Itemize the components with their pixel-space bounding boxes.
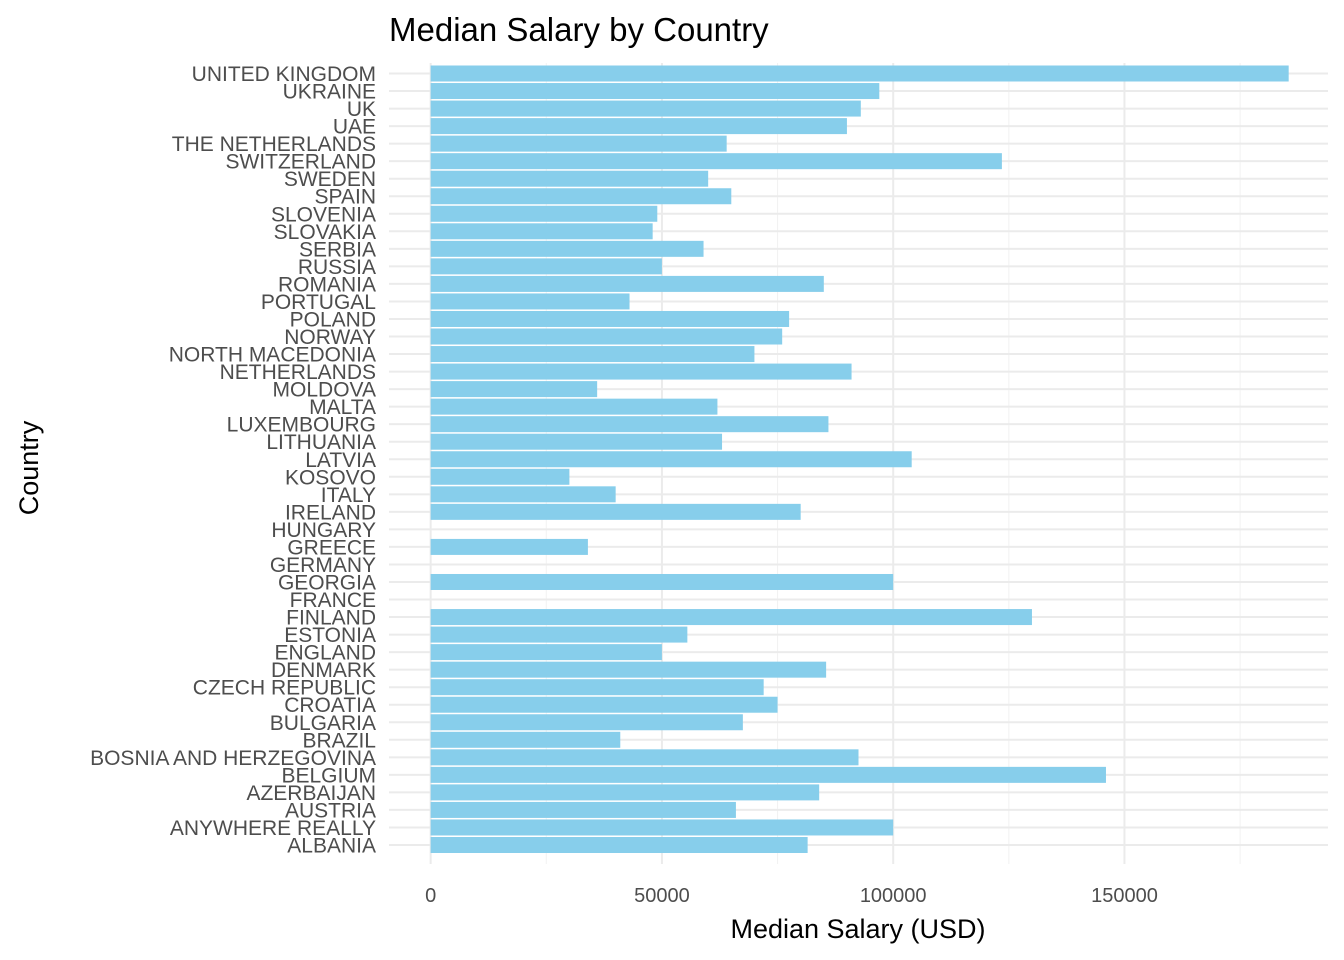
x-tick-label: 50000 [634,885,690,907]
y-tick-label: FRANCE [290,589,376,612]
y-tick-label: ENGLAND [274,642,376,665]
y-tick-label: UKRAINE [283,81,376,104]
y-tick-label: SWEDEN [284,168,376,191]
bar [430,170,709,187]
y-tick-label: LATVIA [305,449,376,472]
y-tick-label: THE NETHERLANDS [172,133,376,156]
y-tick-label: NETHERLANDS [220,361,376,384]
bar [430,451,912,468]
bar [430,240,704,257]
bar [430,346,755,363]
y-tick-label: FINLAND [286,607,376,630]
y-tick-label: BRAZIL [302,729,376,752]
y-tick-label: HUNGARY [271,519,376,542]
y-tick-label: KOSOVO [285,466,376,489]
bar [430,503,801,520]
bar [430,486,616,503]
y-tick-label: POLAND [290,308,376,331]
bar [430,135,727,152]
y-tick-label: RUSSIA [298,256,376,279]
bar [430,328,783,345]
y-tick-label: IRELAND [285,501,376,524]
y-tick-label: ITALY [321,484,376,507]
bar [430,188,732,205]
x-axis-title: Median Salary (USD) [730,914,985,944]
y-tick-label: GERMANY [270,554,376,577]
y-tick-label: LITHUANIA [266,431,376,454]
y-tick-label: PORTUGAL [261,291,376,314]
x-tick-labels: 0 50000 100000 150000 [425,885,1158,907]
bar [430,310,790,327]
bar [430,65,1289,82]
y-tick-label: UAE [333,116,376,139]
bar [430,433,723,450]
y-tick-label: UK [347,98,376,121]
y-tick-label: NORWAY [284,326,376,349]
bar [430,153,1002,170]
y-tick-label: AZERBAIJAN [246,782,376,805]
bar [430,258,662,275]
bar [430,749,859,766]
y-tick-label: MALTA [309,396,376,419]
x-tick-label: 150000 [1091,885,1158,907]
bar [430,398,718,415]
bar [430,118,847,135]
bar [430,275,824,292]
y-tick-label: NORTH MACEDONIA [169,344,376,367]
y-tick-label: UNITED KINGDOM [192,63,376,86]
y-tick-label: CZECH REPUBLIC [193,677,376,700]
bar [430,679,764,696]
y-tick-label: ALBANIA [287,835,376,858]
y-tick-label: ROMANIA [278,273,376,296]
y-tick-label: SERBIA [299,238,376,261]
bar [430,83,880,100]
y-tick-label: GREECE [287,536,376,559]
bar [430,644,662,661]
bar [430,381,598,398]
bar [430,626,688,643]
y-axis-title: Country [14,420,44,515]
bar [430,784,820,801]
y-tick-label: ANYWHERE REALLY [170,817,376,840]
bar [430,538,588,555]
y-tick-label: SPAIN [315,186,376,209]
y-tick-label: SLOVAKIA [274,221,376,244]
y-tick-label: CROATIA [284,694,376,717]
y-tick-label: BULGARIA [270,712,376,735]
bar [430,363,852,380]
bar [430,801,736,818]
bar [430,293,630,310]
bar [430,100,861,117]
y-tick-label: BOSNIA AND HERZEGOVINA [90,747,376,770]
bar [430,468,570,485]
chart-title: Median Salary by Country [389,11,769,48]
bar [430,661,827,678]
bar [430,573,894,590]
bar [430,609,1032,626]
bar [430,819,894,836]
y-tick-label: AUSTRIA [285,799,376,822]
y-tick-label: DENMARK [271,659,376,682]
bar [430,696,778,713]
y-tick-label: LUXEMBOURG [227,414,376,437]
x-tick-label: 100000 [860,885,927,907]
bar [430,714,743,731]
y-tick-label: SLOVENIA [271,203,376,226]
y-tick-label: BELGIUM [281,764,376,787]
bar [430,223,653,240]
x-tick-label: 0 [425,885,436,907]
bar [430,731,621,748]
y-tick-label: SWITZERLAND [225,151,376,174]
bar [430,766,1106,783]
y-tick-label: ESTONIA [284,624,376,647]
bar-layer [430,65,1289,853]
bar [430,205,658,222]
y-tick-label: GEORGIA [278,571,376,594]
y-tick-label: MOLDOVA [273,379,376,402]
bar [430,837,808,853]
bar [430,416,829,433]
